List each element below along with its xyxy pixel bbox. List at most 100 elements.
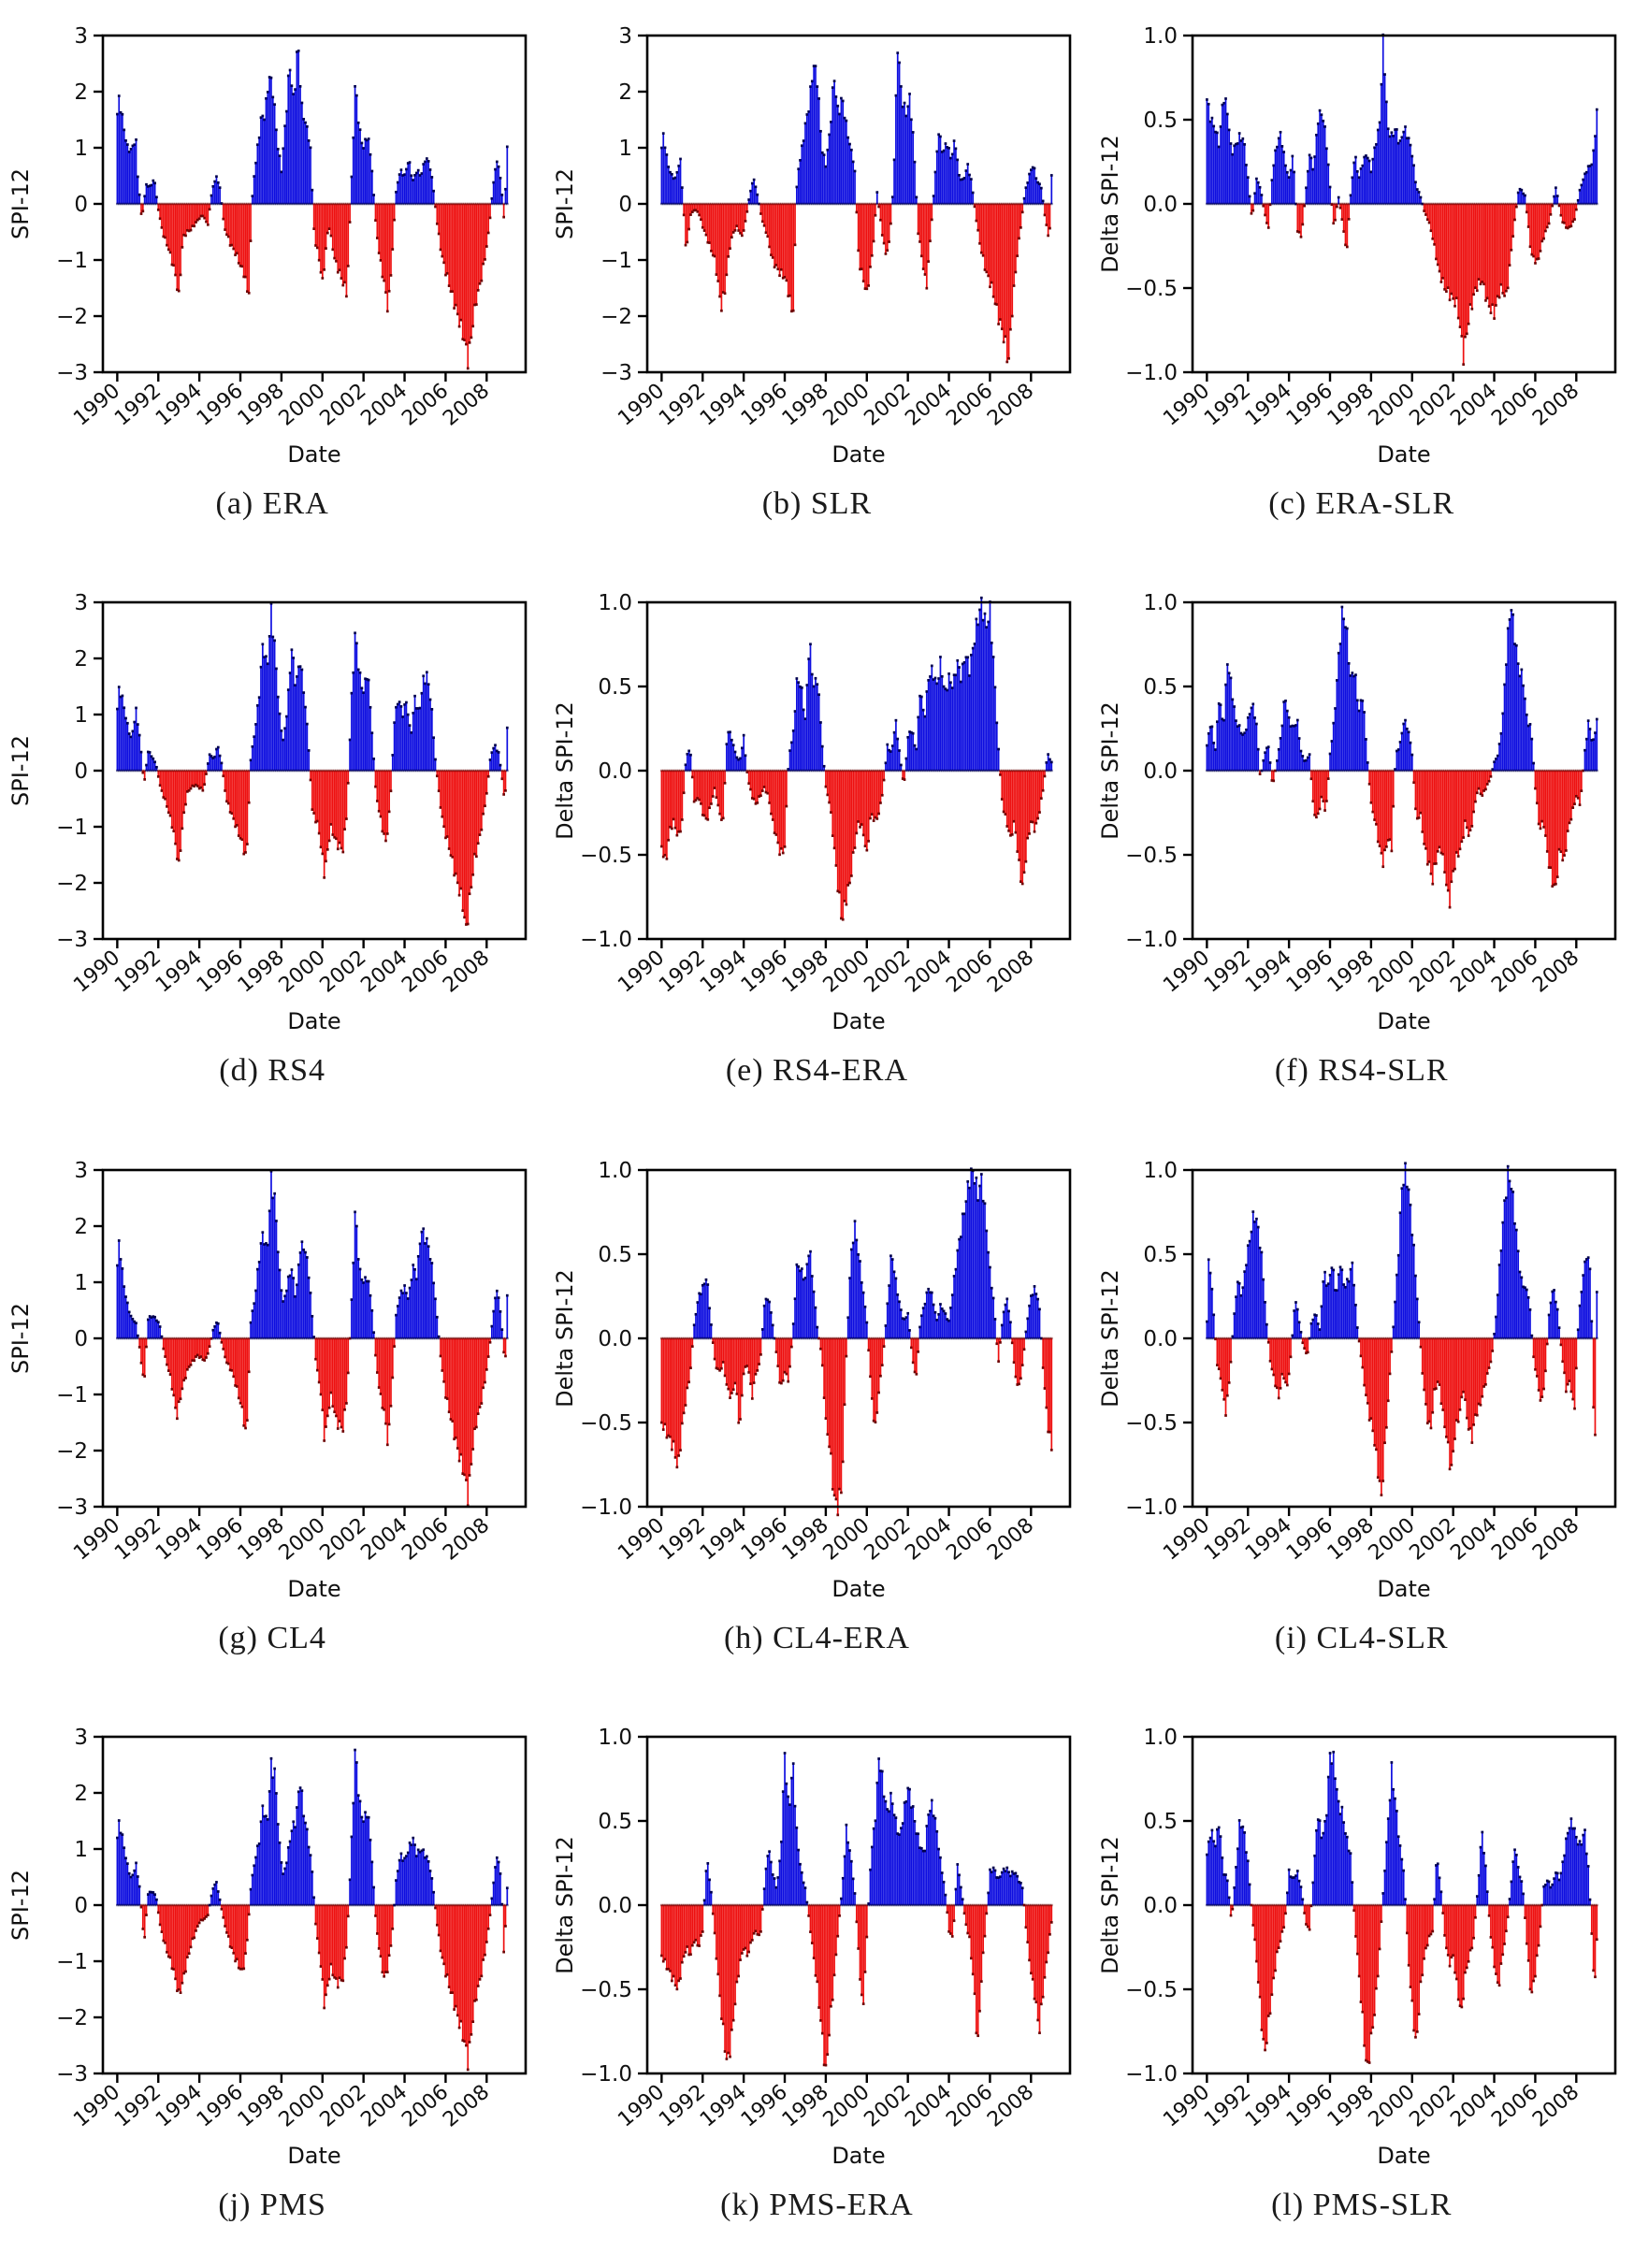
svg-text:1992: 1992	[1200, 946, 1255, 998]
svg-text:Date: Date	[1377, 1008, 1430, 1034]
svg-text:2008: 2008	[1528, 946, 1583, 998]
chart-panel-a: 3 2 1 0 −1 −2 −3 1990 1992 1994 1996 1998 2000 2002 20…	[0, 0, 544, 567]
chart-l-caption: (l) PMS-SLR	[1271, 2187, 1453, 2222]
svg-text:Date: Date	[287, 1008, 340, 1034]
svg-text:SPI-12: SPI-12	[7, 168, 34, 239]
svg-text:1998: 1998	[234, 379, 289, 430]
svg-text:2008: 2008	[439, 379, 494, 430]
chart-a-plot: 3210−1−2−3199019921994199619982000200220…	[7, 24, 528, 468]
svg-text:2006: 2006	[943, 946, 998, 998]
svg-text:2004: 2004	[1446, 946, 1501, 998]
svg-text:2002: 2002	[860, 379, 916, 430]
chart-e-plot: 1.00.50.0−0.5−1.019901992199419961998200…	[552, 591, 1072, 1034]
svg-text:1992: 1992	[656, 379, 711, 430]
svg-text:1996: 1996	[1282, 946, 1338, 998]
chart-b-caption: (b) SLR	[761, 486, 873, 521]
svg-text:2002: 2002	[1405, 946, 1460, 998]
chart-panel-j: 3 2 1 0 −1 −2 −3 1990 1992 1994 1996 1998 2000 2002 20…	[0, 1701, 544, 2268]
chart-j-plot: 3210−1−2−3199019921994199619982000200220…	[7, 1726, 528, 2169]
chart-panel-k: 1.0 0.5 0.0 −0.5 −1.0 1990 1992 1994 1996 1998 200…	[544, 1701, 1089, 2268]
chart-d-caption: (d) RS4	[219, 1053, 326, 1089]
svg-text:1992: 1992	[656, 946, 711, 998]
svg-text:Date: Date	[832, 1008, 886, 1034]
svg-text:2008: 2008	[439, 946, 494, 998]
svg-text:0.0: 0.0	[599, 759, 633, 784]
svg-text:−3: −3	[601, 361, 633, 385]
svg-text:2006: 2006	[1487, 946, 1542, 998]
svg-text:1994: 1994	[1241, 379, 1296, 430]
svg-text:1998: 1998	[778, 379, 833, 430]
chart-i-plot: 1.00.50.0−0.5−1.019901992199419961998200…	[1097, 1159, 1617, 1602]
svg-text:1998: 1998	[778, 946, 833, 998]
svg-text:−1: −1	[56, 816, 88, 840]
svg-text:Date: Date	[287, 441, 340, 468]
svg-text:1.0: 1.0	[1143, 591, 1178, 615]
svg-text:3: 3	[75, 24, 89, 49]
svg-text:2002: 2002	[316, 946, 371, 998]
svg-text:1998: 1998	[1323, 379, 1379, 430]
chart-panel-h: 1.0 0.5 0.0 −0.5 −1.0 1990 1992 1994 1996 1998 200…	[544, 1134, 1089, 1701]
svg-text:2: 2	[75, 647, 89, 672]
svg-text:0: 0	[75, 193, 89, 217]
svg-text:2000: 2000	[275, 379, 330, 430]
chart-panel-b: 3 2 1 0 −1 −2 −3 1990 1992 1994 1996 1998 2000 2002 20…	[544, 0, 1089, 567]
svg-text:−1.0: −1.0	[1125, 361, 1178, 385]
svg-text:1990: 1990	[1159, 379, 1214, 430]
svg-text:2000: 2000	[275, 946, 330, 998]
svg-text:−0.5: −0.5	[1125, 844, 1178, 868]
svg-text:2000: 2000	[1364, 379, 1419, 430]
chart-panel-l: 1.0 0.5 0.0 −0.5 −1.0 1990 1992 1994 1996 1998 200…	[1090, 1701, 1634, 2268]
svg-text:1996: 1996	[193, 379, 248, 430]
svg-text:2000: 2000	[819, 379, 875, 430]
svg-text:1996: 1996	[1282, 379, 1338, 430]
svg-text:Delta SPI-12: Delta SPI-12	[552, 701, 578, 840]
svg-text:1994: 1994	[696, 379, 751, 430]
svg-text:1990: 1990	[615, 379, 670, 430]
svg-text:−1: −1	[601, 249, 633, 273]
chart-panel-g: 3 2 1 0 −1 −2 −3 1990 1992 1994 1996 1998 2000 2002 20…	[0, 1134, 544, 1701]
chart-panel-f: 1.0 0.5 0.0 −0.5 −1.0 1990 1992 1994 1996 1998 200…	[1090, 567, 1634, 1134]
svg-text:1990: 1990	[615, 946, 670, 998]
chart-f-caption: (f) RS4-SLR	[1274, 1053, 1449, 1089]
svg-text:1998: 1998	[234, 946, 289, 998]
svg-text:1: 1	[619, 137, 633, 161]
svg-text:2000: 2000	[1364, 946, 1419, 998]
svg-text:SPI-12: SPI-12	[7, 735, 34, 806]
chart-a-caption: (a) ERA	[215, 486, 329, 521]
svg-text:1990: 1990	[1159, 946, 1214, 998]
chart-h-caption: (h) CL4-ERA	[723, 1620, 910, 1655]
svg-text:−1: −1	[56, 249, 88, 273]
svg-text:3: 3	[75, 591, 89, 615]
chart-g-caption: (g) CL4	[218, 1620, 326, 1655]
svg-text:1990: 1990	[69, 379, 124, 430]
svg-text:−2: −2	[56, 872, 88, 896]
svg-text:2004: 2004	[902, 946, 957, 998]
chart-k-plot: 1.00.50.0−0.5−1.019901992199419961998200…	[552, 1726, 1072, 2169]
svg-text:1992: 1992	[1200, 379, 1255, 430]
chart-d-plot: 3210−1−2−3199019921994199619982000200220…	[7, 591, 528, 1034]
chart-f-plot: 1.00.50.0−0.5−1.019901992199419961998200…	[1097, 591, 1617, 1034]
svg-text:2008: 2008	[1528, 379, 1583, 430]
svg-text:−2: −2	[56, 305, 88, 329]
svg-text:1996: 1996	[737, 946, 792, 998]
svg-text:1994: 1994	[152, 946, 207, 998]
svg-text:0.5: 0.5	[599, 675, 633, 700]
chart-k-caption: (k) PMS-ERA	[720, 2187, 914, 2222]
svg-text:2: 2	[619, 80, 633, 105]
chart-panel-d: 3 2 1 0 −1 −2 −3 1990 1992 1994 1996 1998 2000 2002 20…	[0, 567, 544, 1134]
svg-text:0.5: 0.5	[1143, 108, 1178, 133]
svg-text:2004: 2004	[357, 946, 412, 998]
chart-e-caption: (e) RS4-ERA	[725, 1053, 909, 1089]
svg-text:2: 2	[75, 80, 89, 105]
svg-text:1992: 1992	[110, 946, 166, 998]
svg-text:−1.0: −1.0	[581, 928, 633, 952]
svg-text:1994: 1994	[152, 379, 207, 430]
svg-text:1: 1	[75, 703, 89, 728]
chart-h-plot: 1.00.50.0−0.5−1.019901992199419961998200…	[552, 1159, 1072, 1602]
svg-text:−3: −3	[56, 928, 88, 952]
svg-text:2006: 2006	[943, 379, 998, 430]
svg-text:1.0: 1.0	[599, 591, 633, 615]
svg-text:Date: Date	[1377, 441, 1430, 468]
chart-c-plot: 1.00.50.0−0.5−1.019901992199419961998200…	[1097, 24, 1617, 468]
